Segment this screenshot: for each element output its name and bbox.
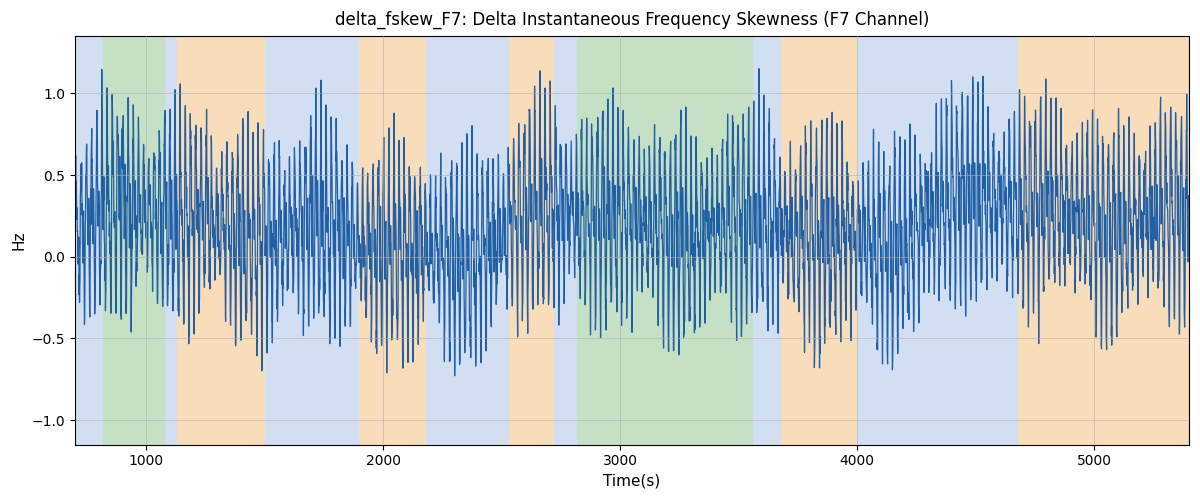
Bar — [166, 36, 176, 445]
Bar — [553, 36, 577, 445]
Bar — [640, 36, 752, 445]
Bar — [176, 36, 265, 445]
Bar — [1070, 36, 1189, 445]
Bar — [857, 36, 1019, 445]
Bar — [577, 36, 640, 445]
Bar — [1019, 36, 1070, 445]
Bar — [265, 36, 360, 445]
Bar — [509, 36, 553, 445]
Bar — [752, 36, 781, 445]
Bar — [76, 36, 103, 445]
X-axis label: Time(s): Time(s) — [604, 474, 660, 489]
Bar — [426, 36, 509, 445]
Bar — [781, 36, 857, 445]
Y-axis label: Hz: Hz — [11, 230, 26, 250]
Title: delta_fskew_F7: Delta Instantaneous Frequency Skewness (F7 Channel): delta_fskew_F7: Delta Instantaneous Freq… — [335, 11, 929, 30]
Bar — [360, 36, 426, 445]
Bar — [103, 36, 166, 445]
